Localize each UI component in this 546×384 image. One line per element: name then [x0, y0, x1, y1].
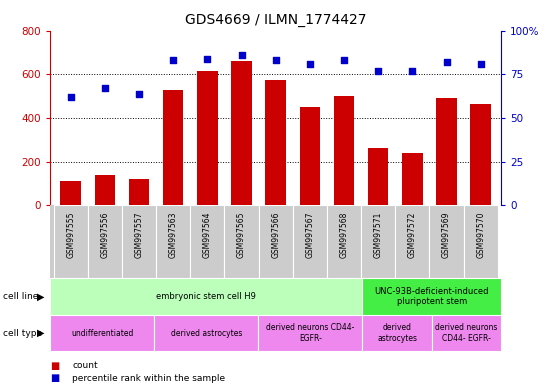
Point: [408, 68, 417, 74]
Point: [67, 94, 75, 100]
Bar: [54, 205, 88, 278]
Text: GSM997572: GSM997572: [408, 211, 417, 258]
Bar: [191, 205, 224, 278]
Bar: [464, 205, 498, 278]
Bar: [432, 315, 501, 351]
Point: [203, 56, 212, 62]
Text: GSM997570: GSM997570: [476, 211, 485, 258]
Text: GSM997564: GSM997564: [203, 211, 212, 258]
Text: cell type: cell type: [3, 329, 42, 338]
Text: GSM997563: GSM997563: [169, 211, 178, 258]
Bar: [293, 205, 327, 278]
Text: embryonic stem cell H9: embryonic stem cell H9: [156, 292, 256, 301]
Text: cell line: cell line: [3, 292, 38, 301]
Point: [340, 57, 348, 63]
Text: derived neurons
CD44- EGFR-: derived neurons CD44- EGFR-: [435, 323, 498, 343]
Text: GSM997565: GSM997565: [237, 211, 246, 258]
Text: ▶: ▶: [37, 291, 45, 302]
Bar: [259, 205, 293, 278]
Text: undifferentiated: undifferentiated: [71, 329, 133, 338]
Text: derived astrocytes: derived astrocytes: [171, 329, 242, 338]
Point: [100, 85, 109, 91]
Bar: [129, 179, 149, 205]
Point: [271, 57, 280, 63]
Bar: [265, 80, 286, 205]
Text: GSM997571: GSM997571: [373, 211, 383, 258]
Point: [135, 91, 144, 97]
Bar: [50, 278, 363, 315]
Bar: [363, 315, 432, 351]
Bar: [258, 315, 363, 351]
Text: count: count: [72, 361, 98, 370]
Bar: [436, 98, 457, 205]
Bar: [155, 315, 258, 351]
Text: GSM997555: GSM997555: [66, 211, 75, 258]
Point: [442, 59, 451, 65]
Point: [169, 57, 177, 63]
Text: ▶: ▶: [37, 328, 45, 338]
Bar: [361, 205, 395, 278]
Text: GSM997556: GSM997556: [100, 211, 109, 258]
Text: GSM997569: GSM997569: [442, 211, 451, 258]
Bar: [197, 71, 218, 205]
Bar: [402, 153, 423, 205]
Text: GSM997567: GSM997567: [305, 211, 314, 258]
Bar: [88, 205, 122, 278]
Text: GSM997568: GSM997568: [340, 211, 348, 258]
Bar: [368, 147, 389, 205]
Text: GSM997557: GSM997557: [134, 211, 144, 258]
Point: [237, 52, 246, 58]
Text: GSM997566: GSM997566: [271, 211, 280, 258]
Point: [374, 68, 383, 74]
Bar: [327, 205, 361, 278]
Bar: [300, 107, 320, 205]
Bar: [163, 90, 183, 205]
Bar: [61, 181, 81, 205]
Bar: [395, 205, 430, 278]
Title: GDS4669 / ILMN_1774427: GDS4669 / ILMN_1774427: [185, 13, 366, 27]
Bar: [471, 104, 491, 205]
Bar: [50, 315, 155, 351]
Bar: [94, 175, 115, 205]
Text: ■: ■: [50, 361, 60, 371]
Bar: [430, 205, 464, 278]
Bar: [363, 278, 501, 315]
Bar: [224, 205, 259, 278]
Bar: [334, 96, 354, 205]
Text: derived neurons CD44-
EGFR-: derived neurons CD44- EGFR-: [266, 323, 354, 343]
Text: percentile rank within the sample: percentile rank within the sample: [72, 374, 225, 383]
Text: ■: ■: [50, 373, 60, 383]
Bar: [122, 205, 156, 278]
Point: [306, 61, 314, 67]
Text: derived
astrocytes: derived astrocytes: [377, 323, 417, 343]
Bar: [232, 61, 252, 205]
Bar: [156, 205, 191, 278]
Text: UNC-93B-deficient-induced
pluripotent stem: UNC-93B-deficient-induced pluripotent st…: [375, 287, 489, 306]
Point: [476, 61, 485, 67]
